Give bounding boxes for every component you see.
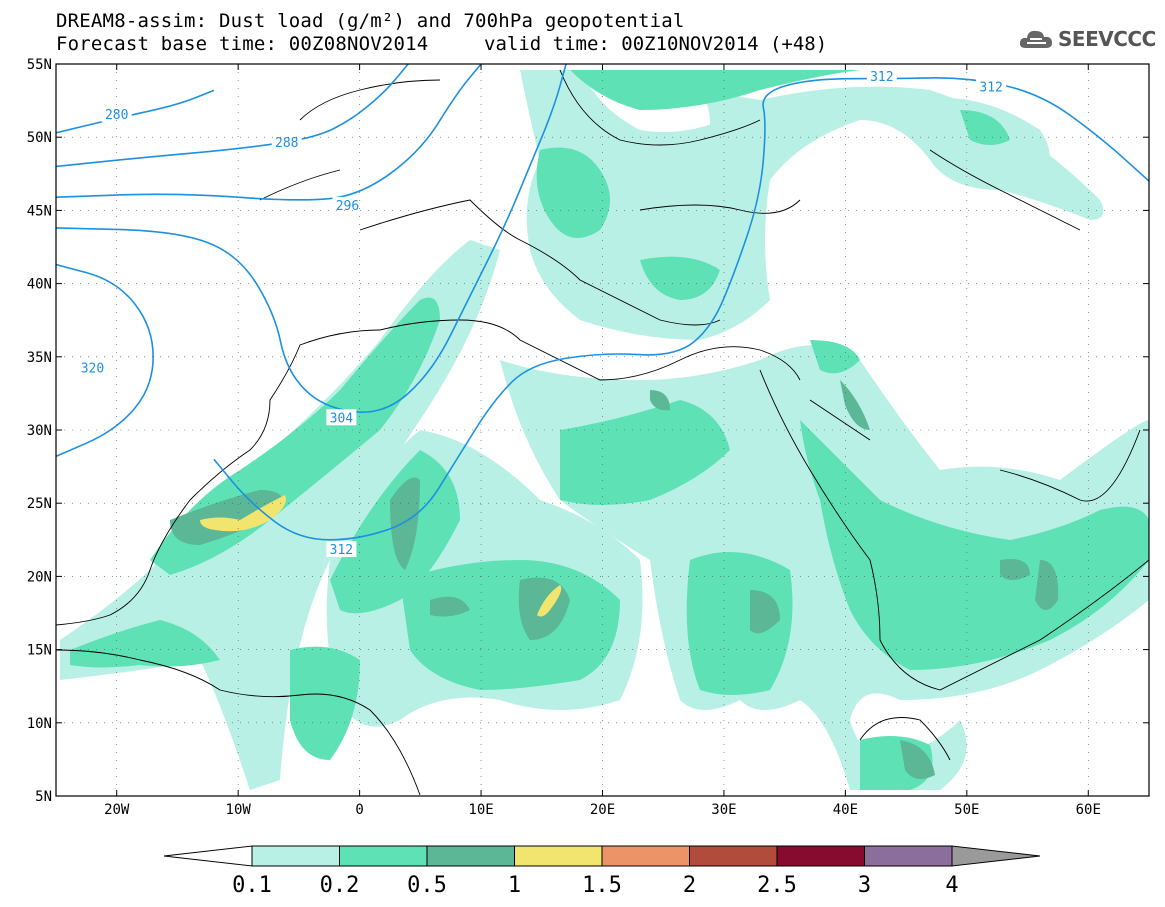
colorbar-label: 3 xyxy=(858,873,871,898)
colorbar-label: 0.5 xyxy=(407,873,447,898)
lon-tick-label: 20E xyxy=(590,802,615,818)
lon-tick-label: 20W xyxy=(104,802,130,818)
lon-tick-label: 60E xyxy=(1076,802,1101,818)
contour-label-bg xyxy=(326,409,357,426)
lat-tick-label: 20N xyxy=(27,569,52,585)
lat-tick-label: 35N xyxy=(27,350,52,366)
contour-line-288 xyxy=(56,64,409,168)
lat-tick-label: 50N xyxy=(27,130,52,146)
colorbar-swatch xyxy=(339,845,428,867)
coastlines xyxy=(56,69,1149,796)
colorbar-label: 0.1 xyxy=(232,873,272,898)
contour-label: 304 xyxy=(330,411,354,426)
lon-tick-label: 0 xyxy=(355,802,363,818)
contour-label: 312 xyxy=(870,70,893,85)
axis-ticks: 55N 50N 45N 40N 35N 30N 25N 20N 15N 10N 5N 20W 10W 0 1… xyxy=(27,57,1149,818)
contour-label: 288 xyxy=(275,136,298,151)
contour-label-bg xyxy=(101,106,132,123)
forecast-base-time: Forecast base time: 00Z08NOV2014 xyxy=(56,33,429,55)
contour-line-320 xyxy=(56,263,154,458)
lat-tick-label: 5N xyxy=(35,789,52,805)
lon-tick-label: 40E xyxy=(833,802,858,818)
seevccc-logo: SEEVCCC xyxy=(1018,24,1156,54)
lat-tick-label: 25N xyxy=(27,496,52,512)
colorbar-swatch xyxy=(864,845,953,867)
lat-tick-label: 40N xyxy=(27,277,52,293)
lat-tick-label: 10N xyxy=(27,716,52,732)
contour-label-bg xyxy=(271,134,302,151)
colorbar-label: 2.5 xyxy=(757,873,797,898)
lon-tick-label: 10W xyxy=(226,802,252,818)
colorbar-under-arrow xyxy=(163,845,253,867)
contour-label-bg xyxy=(77,359,108,376)
contour-label: 320 xyxy=(81,362,104,377)
contour-label: 312 xyxy=(979,80,1002,95)
contour-line-312 xyxy=(213,77,1149,541)
colorbar-swatch xyxy=(689,845,778,867)
lon-tick-label: 30E xyxy=(711,802,736,818)
colorbar-label: 4 xyxy=(945,873,958,898)
lat-tick-label: 45N xyxy=(27,203,52,219)
contour-line-296 xyxy=(56,64,482,201)
colorbar-swatch xyxy=(776,845,865,867)
contour-label-bg xyxy=(976,78,1007,95)
colorbar: 0.1 0.2 0.5 1 1.5 2 2.5 3 4 xyxy=(163,845,1041,898)
contour-label: 280 xyxy=(105,108,128,123)
contour-label: 312 xyxy=(330,543,353,558)
logo-text: SEEVCCC xyxy=(1058,27,1156,51)
colorbar-label: 0.2 xyxy=(320,873,360,898)
colorbar-label: 1.5 xyxy=(582,873,622,898)
dust-shading xyxy=(60,70,1149,790)
geopotential-contours: 280 288 296 304 312 312 312 320 xyxy=(56,64,1149,558)
colorbar-swatch xyxy=(426,845,515,867)
lon-tick-label: 50E xyxy=(954,802,979,818)
lat-tick-label: 55N xyxy=(27,57,52,73)
contour-label-bg xyxy=(326,541,357,558)
colorbar-label: 1 xyxy=(508,873,521,898)
colorbar-swatch xyxy=(514,845,603,867)
contour-label-bg xyxy=(332,197,363,214)
valid-time: valid time: 00Z10NOV2014 (+48) xyxy=(484,33,828,55)
colorbar-swatch xyxy=(601,845,690,867)
colorbar-swatch xyxy=(251,845,340,867)
contour-label: 296 xyxy=(336,199,359,214)
colorbar-over-arrow xyxy=(951,845,1041,867)
cloud-icon xyxy=(1019,30,1052,48)
lat-tick-label: 30N xyxy=(27,423,52,439)
colorbar-label: 2 xyxy=(683,873,696,898)
map-title: DREAM8-assim: Dust load (g/m²) and 700hP… xyxy=(56,10,685,32)
lon-tick-label: 10E xyxy=(468,802,493,818)
lat-tick-label: 15N xyxy=(27,643,52,659)
contour-label-bg xyxy=(866,68,897,85)
